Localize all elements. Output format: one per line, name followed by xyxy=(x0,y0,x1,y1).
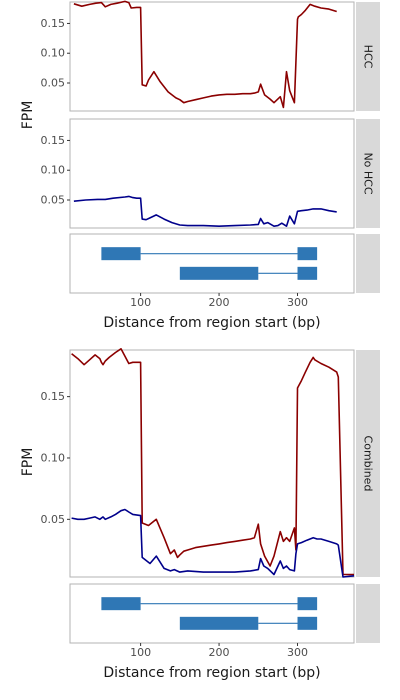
panel-border xyxy=(69,583,355,644)
x-axis-title: Distance from region start (bp) xyxy=(103,665,320,681)
panel-border xyxy=(69,118,355,229)
strip-hcc: HCC xyxy=(356,2,380,111)
y-tick-label: 0.15 xyxy=(41,390,66,403)
y-tick-label: 0.05 xyxy=(41,513,66,526)
exon-box xyxy=(179,616,259,630)
facet-strip-bg xyxy=(356,350,380,577)
y-axis-title: FPM xyxy=(20,448,36,477)
strip-gene-model xyxy=(356,234,380,293)
x-tick-label: 100 xyxy=(130,296,151,309)
y-tick-label: 0.10 xyxy=(41,451,66,464)
x-tick-label: 100 xyxy=(130,646,151,659)
exon-box xyxy=(297,266,318,280)
exon-box xyxy=(179,266,259,280)
panel-border xyxy=(69,349,355,578)
exon-box xyxy=(297,597,318,611)
facet-strip-label: HCC xyxy=(362,45,375,69)
x-tick-label: 300 xyxy=(287,646,308,659)
series-line-hcc xyxy=(73,0,337,109)
transcript-1 xyxy=(101,247,318,261)
y-tick-label: 0.15 xyxy=(41,17,66,30)
exon-box xyxy=(101,597,141,611)
strip-no-hcc: No HCC xyxy=(356,119,380,228)
coverage-panel-combined: 0.05 0.10 0.15 xyxy=(41,348,355,578)
panel-border xyxy=(69,233,355,294)
facet-strip-bg xyxy=(356,584,380,643)
y-tick-label: 0.15 xyxy=(41,134,66,147)
strip-combined: Combined xyxy=(356,350,380,577)
y-tick-label: 0.05 xyxy=(41,77,66,90)
coverage-panel-no-hcc: 0.05 0.10 0.15 xyxy=(41,118,355,229)
y-tick-label: 0.10 xyxy=(41,47,66,60)
facet-strip-bg xyxy=(356,2,380,111)
facet-strip-label: No HCC xyxy=(362,152,375,194)
gene-model-panel-2: 100 200 300 xyxy=(69,583,355,659)
x-tick-label: 200 xyxy=(209,296,230,309)
y-tick-label: 0.10 xyxy=(41,164,66,177)
y-tick-label: 0.05 xyxy=(41,194,66,207)
panel-border xyxy=(69,1,355,112)
facet-strip-bg xyxy=(356,119,380,228)
strip-gene-model xyxy=(356,584,380,643)
series-line-hcc xyxy=(71,348,354,576)
x-axis-title: Distance from region start (bp) xyxy=(103,315,320,331)
exon-box xyxy=(297,616,318,630)
series-line-no-hcc xyxy=(73,195,337,227)
coverage-panel-hcc: 0.05 0.10 0.15 xyxy=(41,0,355,112)
y-axis-title: FPM xyxy=(20,101,36,130)
exon-box xyxy=(297,247,318,261)
transcript-1 xyxy=(101,597,318,611)
exon-box xyxy=(101,247,141,261)
transcript-2 xyxy=(179,266,318,280)
x-tick-label: 300 xyxy=(287,296,308,309)
facet-strip-label: Combined xyxy=(362,436,375,492)
transcript-2 xyxy=(179,616,318,630)
facet-strip-bg xyxy=(356,234,380,293)
x-tick-label: 200 xyxy=(209,646,230,659)
gene-model-panel-1: 100 200 300 xyxy=(69,233,355,309)
series-line-no-hcc xyxy=(71,508,355,578)
